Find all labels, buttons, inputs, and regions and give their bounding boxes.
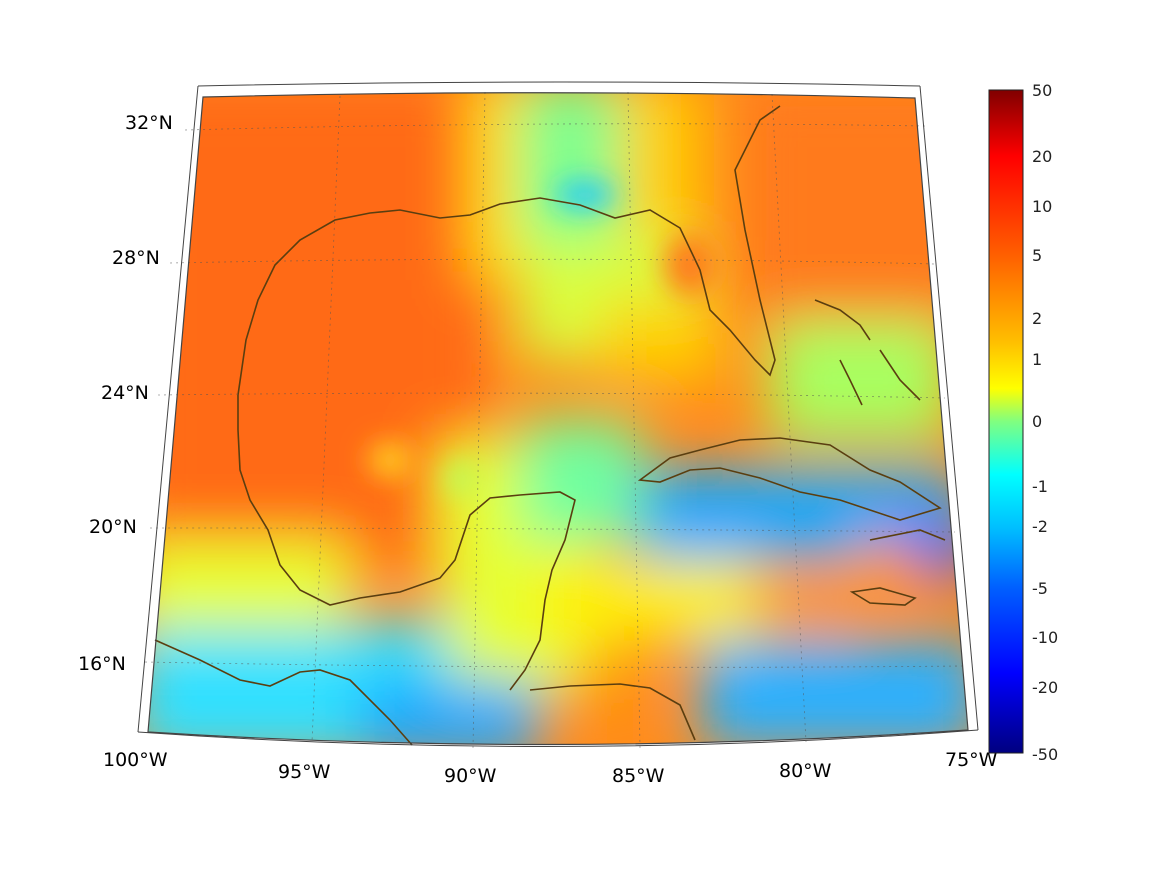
- colorbar-ticks: 50 20 10 5 2 1 0 -1 -2 -5 -10 -20 -50: [1032, 81, 1058, 764]
- cb-tick-0: 0: [1032, 412, 1042, 431]
- cb-tick-20: 20: [1032, 147, 1052, 166]
- cb-tick-neg10: -10: [1032, 628, 1058, 647]
- cb-tick-50: 50: [1032, 81, 1052, 100]
- colorbar: [988, 89, 1024, 754]
- lon-label-100: 100°W: [103, 749, 168, 771]
- graticule: [144, 91, 963, 749]
- lat-label-24: 24°N: [101, 382, 149, 404]
- frame-outer-left: [137, 85, 199, 733]
- lon-label-75: 75°W: [945, 749, 998, 771]
- cb-tick-neg50: -50: [1032, 745, 1058, 764]
- lon-label-80: 80°W: [779, 760, 832, 782]
- lon-label-85: 85°W: [612, 765, 665, 787]
- lon-label-95: 95°W: [278, 761, 331, 783]
- lon-label-90: 90°W: [444, 765, 497, 787]
- cb-tick-2: 2: [1032, 309, 1042, 328]
- cb-tick-10: 10: [1032, 197, 1052, 216]
- lat-label-16: 16°N: [78, 653, 126, 675]
- map-frame: [147, 92, 969, 746]
- coastlines: [154, 105, 946, 746]
- cb-tick-neg1: -1: [1032, 477, 1048, 496]
- cb-tick-neg20: -20: [1032, 678, 1058, 697]
- cb-tick-neg5: -5: [1032, 579, 1048, 598]
- cb-tick-5: 5: [1032, 246, 1042, 265]
- cb-tick-neg2: -2: [1032, 517, 1048, 536]
- lat-label-20: 20°N: [89, 516, 137, 538]
- frame-outer-bottom: [137, 729, 979, 747]
- lat-label-28: 28°N: [112, 247, 160, 269]
- frame-outer-top: [197, 81, 921, 87]
- frame-outer-right: [919, 85, 979, 731]
- cb-tick-1: 1: [1032, 350, 1042, 369]
- lat-label-32: 32°N: [125, 112, 173, 134]
